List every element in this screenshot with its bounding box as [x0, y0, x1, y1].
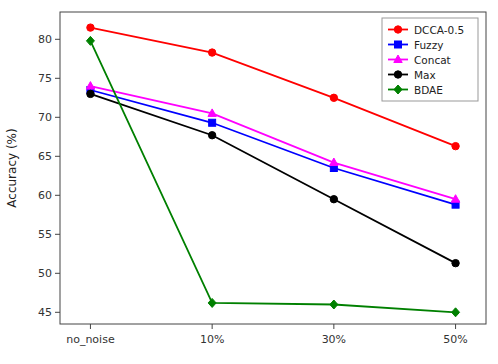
data-point	[452, 142, 459, 149]
data-point	[330, 94, 337, 101]
data-point	[208, 109, 216, 117]
x-tick-label: no_noise	[66, 333, 115, 346]
y-tick	[55, 312, 60, 313]
legend-marker	[394, 26, 401, 33]
series-line	[90, 94, 455, 263]
x-tick	[455, 324, 456, 329]
data-point	[86, 82, 94, 90]
data-point	[330, 300, 338, 309]
legend-marker	[394, 85, 402, 94]
y-tick-label: 70	[38, 111, 52, 124]
data-point	[208, 132, 215, 139]
y-tick-label: 45	[38, 306, 52, 319]
legend-marker	[395, 41, 402, 48]
data-point	[208, 298, 216, 307]
y-tick	[55, 273, 60, 274]
series-line	[90, 86, 455, 199]
y-tick-label: 50	[38, 267, 52, 280]
data-point	[86, 36, 94, 45]
x-tick	[90, 324, 91, 329]
y-tick	[55, 78, 60, 79]
x-tick	[212, 324, 213, 329]
y-tick	[55, 234, 60, 235]
legend-box	[382, 18, 478, 101]
chart: 45 50 55 60 65 70 75 80 no_noise 10% 30% 50% Accurac…	[0, 0, 498, 364]
y-tick-label: 65	[38, 150, 52, 163]
data-point	[452, 259, 459, 266]
legend-label: DCCA-0.5	[414, 24, 464, 36]
data-point	[208, 49, 215, 56]
data-point	[87, 24, 94, 31]
y-tick-label: 75	[38, 72, 52, 85]
y-tick-label: 55	[38, 228, 52, 241]
y-tick-label: 60	[38, 189, 52, 202]
legend-label: Max	[414, 69, 436, 81]
legend-label: Concat	[414, 54, 451, 66]
y-axis-label: Accuracy (%)	[5, 128, 19, 207]
legend-label: Fuzzy	[414, 39, 443, 51]
legend-label: BDAE	[414, 84, 443, 96]
legend: DCCA-0.5 Fuzzy Concat Max BDAE	[382, 18, 478, 101]
y-tick	[55, 156, 60, 157]
x-tick-label: 50%	[443, 333, 467, 346]
legend-marker	[394, 55, 402, 63]
legend-marker	[394, 71, 401, 78]
series-line	[90, 90, 455, 205]
data-point	[209, 119, 216, 126]
y-tick	[55, 195, 60, 196]
x-tick-label: 10%	[200, 333, 224, 346]
data-point	[452, 308, 460, 317]
y-tick	[55, 39, 60, 40]
plot-frame	[60, 12, 486, 324]
data-point	[87, 90, 94, 97]
data-point	[330, 196, 337, 203]
data-point	[330, 158, 338, 166]
y-tick	[55, 117, 60, 118]
x-tick-label: 30%	[322, 333, 346, 346]
chart-container: 45 50 55 60 65 70 75 80 no_noise 10% 30% 50% Accurac…	[0, 0, 498, 364]
y-tick-label: 80	[38, 33, 52, 46]
data-point	[451, 195, 459, 203]
x-tick	[333, 324, 334, 329]
